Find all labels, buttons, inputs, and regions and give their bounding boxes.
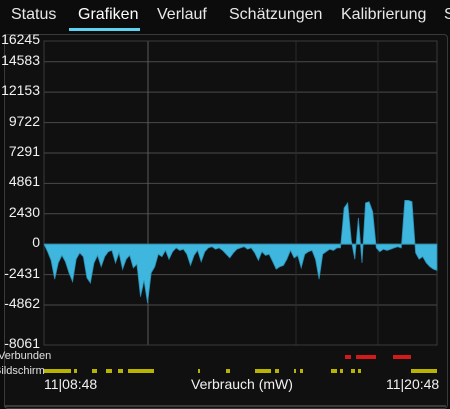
screen-on-segment xyxy=(411,369,437,373)
screen-on-segment xyxy=(351,369,355,373)
x-end-label: 11|20:48 xyxy=(386,376,440,392)
tab-verlauf[interactable]: Verlauf xyxy=(157,6,207,23)
y-tick-label: -2431 xyxy=(4,264,40,281)
screen-on-segment xyxy=(300,369,303,373)
screen-on-segment xyxy=(358,369,361,373)
series-area xyxy=(43,200,438,304)
y-tick-label: 16245 xyxy=(1,31,40,47)
tab-status[interactable]: Status xyxy=(11,6,57,23)
screen-on-segment xyxy=(106,369,112,373)
screen-on-segment xyxy=(92,369,97,373)
y-tick-label: 14583 xyxy=(1,51,40,68)
x-axis-title: Verbrauch (mW) xyxy=(191,376,293,392)
tab-kalibrierung[interactable]: Kalibrierung xyxy=(341,6,427,23)
tab-grafiken[interactable]: Grafiken xyxy=(78,6,139,23)
y-tick-label: -8061 xyxy=(4,335,40,351)
tab-bar: Status Grafiken Verlauf Schätzungen Kali… xyxy=(0,0,450,34)
screen-on-segment xyxy=(294,369,296,373)
y-tick-label: 9722 xyxy=(8,112,40,129)
y-tick-label: 7291 xyxy=(8,142,40,159)
x-start-label: 11|08:48 xyxy=(44,376,98,392)
screen-on-segment xyxy=(198,369,200,373)
screen-row-label: Bildschirm xyxy=(0,365,45,377)
screen-on-segment xyxy=(255,369,271,373)
tab-partial[interactable]: S xyxy=(444,6,450,23)
screen-on-segment xyxy=(275,369,279,373)
connected-segment xyxy=(356,355,376,359)
y-tick-label: -4862 xyxy=(4,294,40,311)
screen-on-segment xyxy=(128,369,154,373)
screen-on-segment xyxy=(74,369,77,373)
tab-schaetzungen[interactable]: Schätzungen xyxy=(229,6,323,23)
screen-on-segment xyxy=(118,369,123,373)
y-tick-label: 4861 xyxy=(8,173,40,190)
y-tick-label: 12153 xyxy=(1,82,40,99)
connected-segment xyxy=(393,355,411,359)
y-tick-label: 0 xyxy=(32,234,40,251)
plot-frame xyxy=(43,40,438,346)
card-bottom-edge xyxy=(4,405,446,407)
connected-segment xyxy=(345,355,351,359)
screen-on-segment xyxy=(226,369,230,373)
y-tick-label: 2430 xyxy=(8,203,40,220)
screen-on-segment xyxy=(44,369,71,373)
screen-on-segment xyxy=(340,369,343,373)
screen-on-segment xyxy=(331,369,337,373)
active-tab-indicator xyxy=(69,28,140,31)
connected-row-label: Verbunden xyxy=(0,350,52,362)
